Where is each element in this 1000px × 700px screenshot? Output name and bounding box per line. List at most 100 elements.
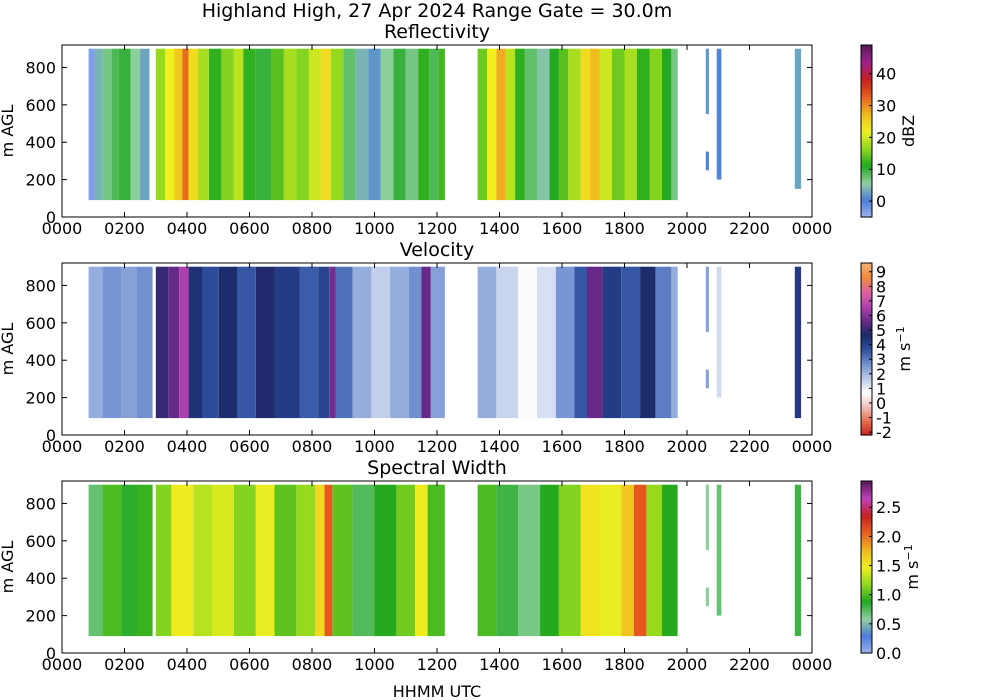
velocity-segment xyxy=(518,266,538,419)
spectral-width-segment xyxy=(374,484,397,637)
spectral-width-colorbar-slice xyxy=(861,503,872,508)
reflectivity-x-tick-label: 0000 xyxy=(792,219,833,238)
reflectivity-y-tick-label: 800 xyxy=(25,58,56,77)
spectral-width-segment xyxy=(352,484,375,637)
spectral-width-colorbar-slice xyxy=(861,558,872,562)
velocity-colorbar-slice xyxy=(861,334,872,339)
velocity-x-tick-label: 1400 xyxy=(479,437,520,456)
reflectivity-x-tick-label: 0400 xyxy=(167,219,208,238)
reflectivity-segment xyxy=(197,48,209,201)
reflectivity-colorbar-slice xyxy=(861,70,872,75)
spectral-width-x-tick-label: 1800 xyxy=(604,655,645,674)
spectral-width-segment xyxy=(716,484,722,616)
spectral-width-segment xyxy=(171,484,194,637)
velocity-colorbar-slice xyxy=(861,403,872,407)
velocity-segment xyxy=(179,266,189,419)
reflectivity-segment xyxy=(321,48,331,201)
velocity-segment xyxy=(202,266,219,419)
reflectivity-segment xyxy=(599,48,612,201)
reflectivity-segment xyxy=(165,48,175,201)
velocity-colorbar-slice xyxy=(861,412,872,416)
velocity-segment xyxy=(655,266,672,419)
velocity-segment xyxy=(640,266,656,419)
reflectivity-segment xyxy=(393,48,406,201)
reflectivity-colorbar-slice xyxy=(861,122,872,126)
spectral-width-segment xyxy=(496,484,519,637)
velocity-x-tick-label: 0000 xyxy=(792,437,833,456)
velocity-colorbar-slice xyxy=(861,414,872,419)
reflectivity-segment xyxy=(296,48,309,201)
reflectivity-colorbar-slice xyxy=(861,113,872,118)
velocity-colorbar-slice xyxy=(861,371,872,376)
spectral-width-colorbar-slice xyxy=(861,624,872,628)
velocity-colorbar-tick-label: 8 xyxy=(876,277,886,296)
velocity-colorbar-tick-label: 4 xyxy=(876,336,886,355)
reflectivity-colorbar-slice xyxy=(861,65,872,69)
spectral-width-colorbar-slice xyxy=(861,587,872,591)
spectral-width-title: Spectral Width xyxy=(367,457,507,479)
reflectivity-colorbar-slice xyxy=(861,96,872,101)
spectral-width-colorbar: 0.0 0.5 1.0 1.5 2.0 2.5 xyxy=(860,480,901,663)
reflectivity-colorbar-slice xyxy=(861,142,872,146)
reflectivity-colorbar-tick-label: 30 xyxy=(876,97,896,116)
spectral-width-colorbar-slice xyxy=(861,638,872,643)
velocity-colorbar-slice xyxy=(861,340,872,344)
spectral-width-colorbar-slice xyxy=(861,644,872,648)
spectral-width-colorbar-slice xyxy=(861,498,872,502)
velocity-colorbar-tick-label: 7 xyxy=(876,292,886,311)
reflectivity-segment xyxy=(624,48,637,201)
velocity-segment xyxy=(274,266,300,419)
spectral-width-segment xyxy=(540,484,559,637)
reflectivity-colorbar-slice xyxy=(861,208,872,212)
spectral-width-colorbar-slice xyxy=(861,481,872,485)
reflectivity-colorbar-slice xyxy=(861,93,872,98)
spectral-width-colorbar-tick-label: 0.5 xyxy=(876,615,901,634)
spectral-width-colorbar-slice xyxy=(861,518,872,522)
reflectivity-colorbar-slice xyxy=(861,202,872,207)
velocity-colorbar-slice xyxy=(861,374,872,379)
velocity-colorbar-slice xyxy=(861,386,872,390)
velocity-y-tick-label: 400 xyxy=(25,351,56,370)
spectral-width-colorbar-slice xyxy=(861,601,872,605)
spectral-width-segment xyxy=(315,484,325,637)
reflectivity-segment xyxy=(515,48,525,201)
velocity-unit-exponent: −1 xyxy=(894,326,907,342)
reflectivity-segment xyxy=(505,48,516,201)
reflectivity-colorbar-slice xyxy=(861,102,872,106)
reflectivity-colorbar-slice xyxy=(861,45,872,49)
velocity-colorbar-slice xyxy=(861,343,872,347)
reflectivity-x-tick-label: 2200 xyxy=(729,219,770,238)
spectral-width-x-tick-label: 1000 xyxy=(354,655,395,674)
reflectivity-segment xyxy=(243,48,256,201)
reflectivity-y-tick-label: 0 xyxy=(46,208,56,227)
velocity-segment xyxy=(88,266,103,419)
reflectivity-colorbar-slice xyxy=(861,62,872,66)
reflectivity-colorbar-slice xyxy=(861,196,872,201)
velocity-segment xyxy=(352,266,372,419)
spectral-width-colorbar-tick-label: 2.0 xyxy=(876,527,901,546)
velocity-colorbar-slice xyxy=(861,354,872,359)
spectral-width-colorbar-slice xyxy=(861,486,872,491)
velocity-colorbar-slice xyxy=(861,277,872,281)
velocity-segment xyxy=(218,266,237,419)
velocity-colorbar-slice xyxy=(861,294,872,298)
reflectivity-colorbar-slice xyxy=(861,145,872,149)
velocity-segment xyxy=(121,266,137,419)
velocity-segment xyxy=(555,266,575,419)
reflectivity-colorbar-slice xyxy=(861,76,872,80)
reflectivity-colorbar-slice xyxy=(861,125,872,129)
reflectivity-colorbar-slice xyxy=(861,151,872,155)
spectral-width-colorbar-slice xyxy=(861,578,872,582)
spectral-width-colorbar-frame xyxy=(860,480,873,654)
reflectivity-segment xyxy=(649,48,662,201)
spectral-width-colorbar-slice xyxy=(861,532,872,537)
spectral-width-x-tick-label: 0400 xyxy=(167,655,208,674)
spectral-width-x-tick-label: 1400 xyxy=(479,655,520,674)
spectral-width-segment xyxy=(621,484,634,637)
reflectivity-colorbar-tick-label: 40 xyxy=(876,65,896,84)
spectral-width-x-tick-label: 1200 xyxy=(417,655,458,674)
spectral-width-x-tick-label: 0000 xyxy=(792,655,833,674)
velocity-colorbar-slice xyxy=(861,314,872,319)
velocity-x-tick-label: 1800 xyxy=(604,437,645,456)
